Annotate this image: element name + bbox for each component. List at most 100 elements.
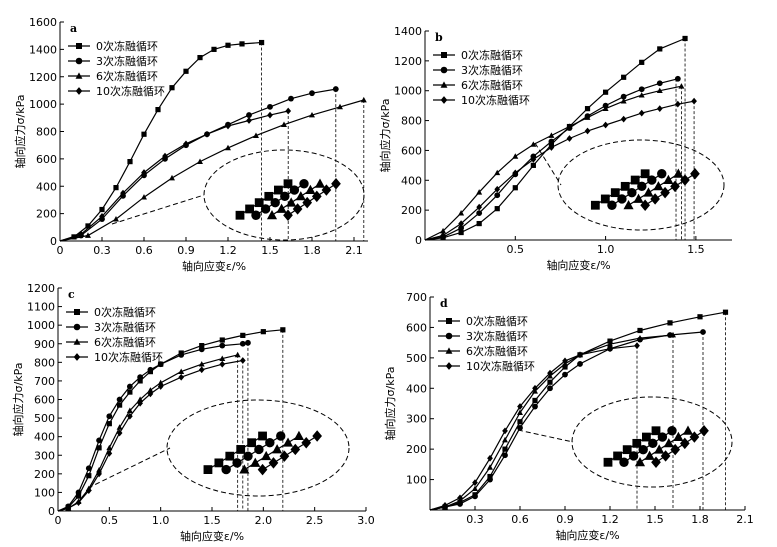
y-tick-label: 800 bbox=[36, 126, 57, 139]
data-point bbox=[199, 343, 205, 349]
legend-entry: 3次冻融循环 bbox=[466, 329, 528, 343]
zoom-data-point bbox=[632, 438, 642, 448]
legend-marker bbox=[440, 81, 448, 88]
x-tick-label: 0.6 bbox=[135, 244, 153, 257]
data-point bbox=[162, 152, 168, 160]
x-tick-label: 1.5 bbox=[687, 243, 705, 256]
y-tick-label: 700 bbox=[406, 291, 427, 304]
data-point bbox=[547, 369, 553, 377]
data-point bbox=[517, 409, 523, 415]
zoom-data-point bbox=[260, 204, 271, 214]
series-triangle bbox=[59, 96, 367, 242]
zoom-data-point bbox=[690, 168, 700, 180]
data-point bbox=[700, 329, 706, 335]
data-point bbox=[722, 309, 729, 315]
legend-marker bbox=[445, 332, 453, 340]
y-tick-label: 1000 bbox=[394, 85, 422, 98]
x-tick-label: 1.8 bbox=[691, 513, 709, 526]
data-point bbox=[502, 452, 508, 459]
data-point bbox=[691, 97, 697, 105]
zoom-data-point bbox=[243, 451, 253, 461]
data-point bbox=[198, 361, 205, 367]
data-point bbox=[141, 131, 147, 137]
data-point bbox=[169, 174, 175, 181]
zoom-data-point bbox=[651, 456, 661, 468]
y-tick-label: 400 bbox=[401, 174, 422, 187]
y-tick-label: 200 bbox=[34, 468, 55, 481]
data-point bbox=[211, 46, 217, 52]
zoom-data-point bbox=[660, 186, 670, 199]
zoom-data-point bbox=[270, 197, 280, 208]
series-line bbox=[57, 354, 238, 512]
data-point bbox=[225, 144, 231, 151]
series-triangle bbox=[57, 351, 241, 512]
x-tick-label: 1.0 bbox=[597, 243, 615, 256]
legend-marker bbox=[75, 72, 83, 79]
data-point bbox=[637, 334, 643, 341]
data-point bbox=[75, 489, 82, 496]
zoom-data-point bbox=[280, 191, 290, 202]
data-point bbox=[85, 487, 92, 494]
data-point bbox=[106, 444, 113, 451]
zoom-data-point bbox=[628, 451, 639, 461]
data-point bbox=[65, 504, 72, 512]
zoom-data-point bbox=[272, 444, 283, 454]
data-point bbox=[113, 215, 119, 222]
data-point bbox=[267, 103, 273, 110]
data-point bbox=[487, 464, 493, 470]
data-point bbox=[99, 212, 105, 220]
data-point bbox=[638, 86, 645, 93]
y-tick-label: 400 bbox=[36, 180, 57, 193]
zoom-data-point bbox=[644, 450, 655, 460]
zoom-ellipse bbox=[166, 399, 350, 497]
zoom-data-point bbox=[250, 457, 261, 467]
zoom-data-point bbox=[610, 188, 620, 198]
series-line bbox=[429, 311, 726, 511]
zoom-data-point bbox=[312, 430, 322, 442]
zoom-data-point bbox=[247, 438, 257, 448]
x-tick-label: 3.0 bbox=[357, 514, 375, 527]
data-point bbox=[532, 397, 538, 404]
data-point bbox=[281, 121, 287, 127]
data-point bbox=[219, 360, 226, 368]
data-point bbox=[602, 121, 609, 129]
x-tick-label: 0.3 bbox=[93, 244, 111, 257]
zoom-data-point bbox=[254, 444, 264, 455]
legend-entry: 6次冻融循环 bbox=[96, 69, 158, 83]
x-tick-label: 0.6 bbox=[511, 513, 529, 526]
zoom-data-point bbox=[627, 187, 637, 198]
y-tick-label: 200 bbox=[406, 443, 427, 456]
series-line bbox=[57, 359, 243, 512]
data-point bbox=[656, 80, 663, 87]
data-point bbox=[219, 342, 226, 349]
data-point bbox=[620, 115, 627, 123]
data-point bbox=[620, 93, 627, 100]
zoom-data-point bbox=[258, 431, 267, 441]
y-tick-label: 600 bbox=[36, 153, 57, 166]
zoom-data-point bbox=[689, 431, 700, 443]
legend-entry: 10次冻融循环 bbox=[461, 93, 530, 107]
zoom-data-point bbox=[276, 431, 286, 441]
zoom-data-point bbox=[299, 179, 309, 189]
data-point bbox=[183, 68, 189, 74]
zoom-data-point bbox=[305, 184, 316, 195]
data-point bbox=[260, 329, 266, 335]
zoom-data-point bbox=[293, 430, 305, 440]
data-point bbox=[86, 473, 92, 479]
zoom-data-point bbox=[301, 437, 312, 449]
data-point bbox=[106, 450, 113, 457]
x-tick-label: 1.5 bbox=[646, 513, 664, 526]
y-tick-label: 100 bbox=[34, 486, 55, 499]
zoom-data-point bbox=[265, 438, 275, 448]
data-point bbox=[517, 424, 523, 431]
data-point bbox=[532, 384, 538, 392]
legend-entry: 0次冻融循环 bbox=[94, 305, 156, 319]
data-point bbox=[472, 493, 478, 500]
data-point bbox=[530, 156, 537, 163]
legend-entry: 3次冻融循环 bbox=[461, 63, 523, 77]
zoom-data-point bbox=[699, 425, 709, 437]
data-point bbox=[239, 340, 246, 347]
data-point bbox=[245, 339, 251, 346]
zoom-data-point bbox=[236, 445, 246, 454]
data-point bbox=[75, 493, 82, 499]
